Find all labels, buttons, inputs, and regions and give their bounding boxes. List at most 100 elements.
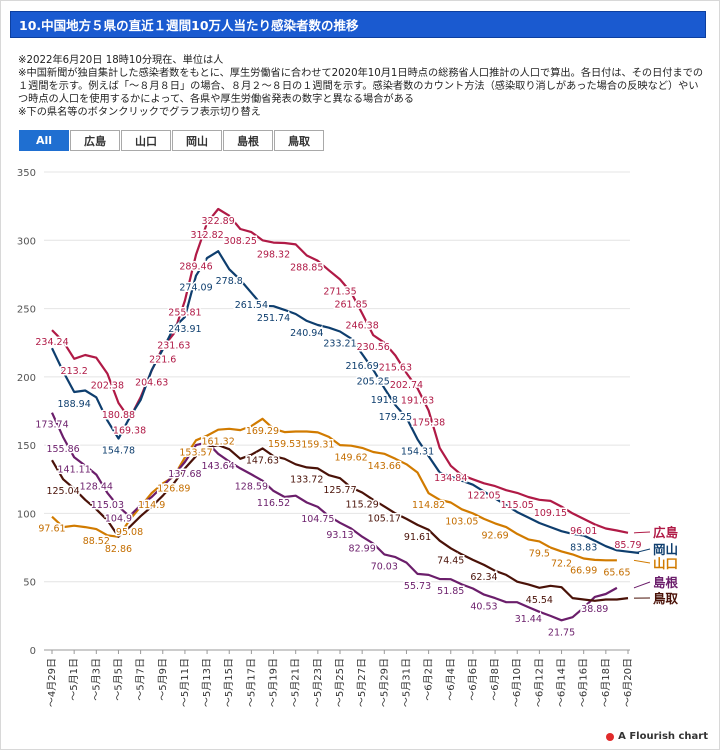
- legend-label-鳥取: 鳥取: [653, 591, 679, 606]
- data-label: 115.29: [346, 500, 379, 511]
- series-line-広島: [51, 207, 629, 534]
- data-label: 289.46: [179, 262, 212, 273]
- data-label-halo: 308.25: [224, 236, 257, 247]
- data-label-halo: 213.2: [61, 366, 88, 377]
- data-label: 233.21: [323, 339, 356, 350]
- data-label-halo: 134.84: [434, 473, 467, 484]
- y-tick-label: 50: [23, 578, 36, 589]
- legend-connector: [633, 581, 651, 589]
- x-tick-label: ～6月8日: [489, 658, 501, 701]
- y-tick-label: 100: [17, 509, 36, 520]
- data-label: 161.32: [202, 437, 235, 448]
- data-label: 115.03: [91, 500, 124, 511]
- data-label: 72.2: [551, 558, 572, 569]
- data-label: 31.44: [515, 614, 542, 625]
- data-label-halo: 128.44: [80, 482, 113, 493]
- data-label-halo: 126.89: [157, 484, 190, 495]
- data-label-halo: 116.52: [257, 498, 290, 509]
- data-label: 104.9: [105, 514, 132, 525]
- data-label-halo: 104.9: [105, 514, 132, 525]
- data-label-halo: 234.24: [35, 337, 68, 348]
- data-label: 205.25: [357, 377, 390, 388]
- data-label: 298.32: [257, 250, 290, 261]
- data-label: 191.8: [371, 395, 398, 406]
- data-label-halo: 96.01: [570, 526, 597, 537]
- data-label: 83.83: [570, 543, 597, 554]
- data-label-halo: 271.35: [323, 286, 356, 297]
- data-label: 215.63: [379, 363, 412, 374]
- y-tick-label: 250: [17, 305, 36, 316]
- data-label-halo: 169.38: [113, 426, 146, 437]
- data-label: 261.85: [334, 299, 367, 310]
- x-tick-label: ～6月10日: [511, 658, 523, 707]
- data-label-halo: 278.8: [216, 276, 243, 287]
- data-label: 159.53: [268, 439, 301, 450]
- data-label-halo: 149.62: [334, 453, 367, 464]
- data-label: 169.38: [113, 426, 146, 437]
- data-label: 231.63: [157, 341, 190, 352]
- data-label-halo: 261.85: [334, 299, 367, 310]
- data-label-halo: 31.44: [515, 614, 542, 625]
- data-label-halo: 188.94: [58, 399, 91, 410]
- data-label: 159.31: [301, 439, 334, 450]
- data-label: 154.78: [102, 446, 135, 457]
- data-label-halo: 109.15: [534, 508, 567, 519]
- y-tick-label: 300: [17, 236, 36, 247]
- filter-button-okayama[interactable]: 岡山: [172, 130, 222, 151]
- x-tick-label: ～5月13日: [201, 658, 213, 707]
- data-label-halo: 133.72: [290, 474, 323, 485]
- filter-button-all[interactable]: All: [19, 130, 69, 151]
- flourish-credit[interactable]: A Flourish chart: [606, 731, 708, 742]
- data-label: 255.81: [168, 308, 201, 319]
- data-label: 180.88: [102, 410, 135, 421]
- data-label: 147.63: [246, 455, 279, 466]
- data-label-halo: 95.08: [116, 527, 143, 538]
- filter-button-tottori[interactable]: 鳥取: [274, 130, 324, 151]
- x-tick-label: ～6月6日: [467, 658, 479, 701]
- x-tick-label: ～5月17日: [245, 658, 257, 707]
- data-label-halo: 179.25: [379, 412, 412, 423]
- data-label-halo: 154.31: [401, 446, 434, 457]
- data-label-halo: 45.54: [526, 595, 553, 606]
- x-tick-label: ～6月4日: [445, 658, 457, 701]
- data-label-halo: 204.63: [135, 378, 168, 389]
- data-label-halo: 83.83: [570, 543, 597, 554]
- data-label-halo: 161.32: [202, 437, 235, 448]
- data-label-halo: 65.65: [603, 567, 630, 578]
- data-label: 154.31: [401, 446, 434, 457]
- x-tick-label: ～5月5日: [112, 658, 124, 701]
- legend-connector: [633, 559, 651, 564]
- filter-button-hiroshima[interactable]: 広島: [70, 130, 120, 151]
- data-label: 308.25: [224, 236, 257, 247]
- data-label-halo: 137.68: [168, 469, 201, 480]
- data-label-halo: 103.05: [445, 516, 478, 527]
- y-tick-label: 350: [17, 168, 36, 179]
- note-toggle-hint: ※下の県名等のボタンクリックでグラフ表示切り替え: [18, 107, 261, 118]
- data-label-halo: 230.56: [357, 342, 390, 353]
- data-label-halo: 93.13: [326, 530, 353, 541]
- note-updated: ※2022年6月20日 18時10分現在、単位は人: [18, 55, 224, 66]
- data-label: 125.77: [323, 485, 356, 496]
- data-label: 65.65: [603, 567, 630, 578]
- data-label-halo: 312.82: [190, 230, 223, 241]
- x-tick-label: ～5月31日: [400, 658, 412, 707]
- filter-button-shimane[interactable]: 島根: [223, 130, 273, 151]
- x-tick-label: ～6月2日: [423, 658, 435, 701]
- data-label-halo: 202.38: [91, 381, 124, 392]
- data-label: 261.54: [235, 300, 268, 311]
- data-label-halo: 115.03: [91, 500, 124, 511]
- data-label: 133.72: [290, 474, 323, 485]
- prefecture-filter-bar: All 広島 山口 岡山 島根 鳥取: [19, 130, 325, 151]
- data-label-halo: 159.53: [268, 439, 301, 450]
- data-label: 143.66: [368, 461, 401, 472]
- chart-notes: ※2022年6月20日 18時10分現在、単位は人 ※中国新聞が独自集計した感染…: [18, 54, 708, 119]
- x-tick-label: ～5月23日: [312, 658, 324, 707]
- note-methodology: ※中国新聞が独自集計した感染者数をもとに、厚生労働省に合わせて2020年10月1…: [18, 68, 704, 105]
- data-label: 125.04: [46, 486, 79, 497]
- filter-button-yamaguchi[interactable]: 山口: [121, 130, 171, 151]
- legend-label-広島: 広島: [653, 525, 679, 540]
- data-label: 122.05: [467, 490, 500, 501]
- data-label: 85.79: [614, 540, 641, 551]
- data-label: 21.75: [548, 627, 575, 638]
- data-label: 173.74: [35, 420, 68, 431]
